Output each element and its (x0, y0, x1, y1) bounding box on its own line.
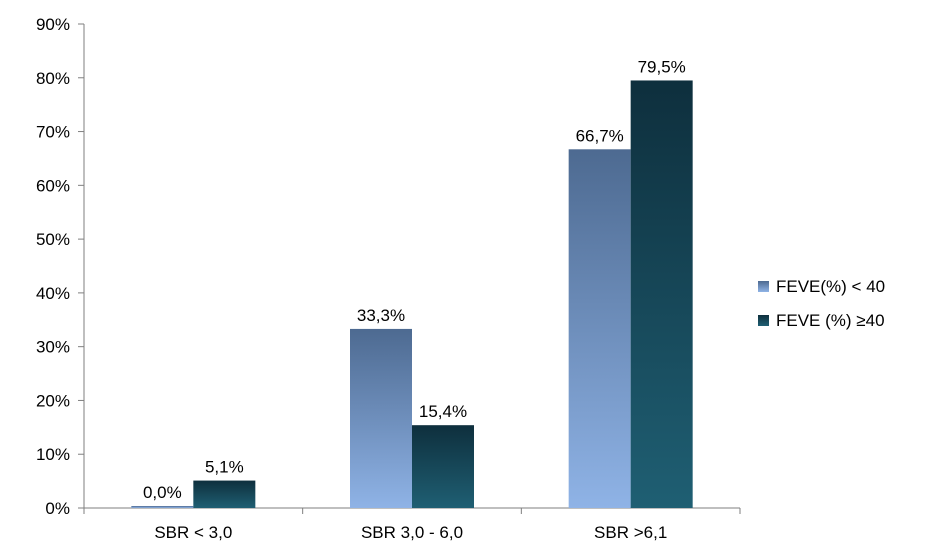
y-tick-label: 40% (36, 284, 70, 303)
y-tick-label: 70% (36, 123, 70, 142)
y-tick-label: 0% (45, 499, 70, 518)
legend-swatch (758, 281, 769, 292)
legend: FEVE(%) < 40 FEVE (%) ≥40 (758, 277, 885, 330)
bar-1-2 (350, 328, 412, 508)
y-tick-label: 10% (36, 445, 70, 464)
bar-1-1 (131, 506, 194, 508)
bar-1-3 (568, 149, 631, 508)
bars (131, 80, 693, 508)
y-tick-label: 90% (36, 15, 70, 34)
data-label-2-2: 15,4% (419, 402, 467, 421)
y-tick-label: 50% (36, 230, 70, 249)
x-tick-label: SBR >6,1 (594, 523, 667, 542)
y-tick-label: 80% (36, 69, 70, 88)
legend-label: FEVE (%) ≥40 (776, 311, 885, 330)
legend-label: FEVE(%) < 40 (776, 277, 885, 296)
data-label-1-1: 0,0% (143, 483, 182, 502)
data-labels: 0,0% 5,1% 33,3% 15,4% 66,7% 79,5% (143, 57, 686, 502)
y-tick-label: 60% (36, 176, 70, 195)
y-tick-label: 20% (36, 391, 70, 410)
bar-2-1 (193, 480, 256, 508)
data-label-1-2: 33,3% (357, 306, 405, 325)
data-label-1-3: 66,7% (576, 126, 624, 145)
data-label-2-3: 79,5% (638, 57, 686, 76)
data-label-2-1: 5,1% (205, 458, 244, 477)
x-tick-label: SBR < 3,0 (154, 523, 232, 542)
x-tick-label: SBR 3,0 - 6,0 (361, 523, 463, 542)
axes: 0% 10% 20% 30% 40% 50% 60% 70% 80% 90% SBR < 3,0 SB… (36, 15, 741, 542)
bar-2-2 (412, 425, 474, 508)
legend-swatch (758, 315, 769, 326)
y-tick-label: 30% (36, 338, 70, 357)
bar-2-3 (630, 80, 693, 508)
